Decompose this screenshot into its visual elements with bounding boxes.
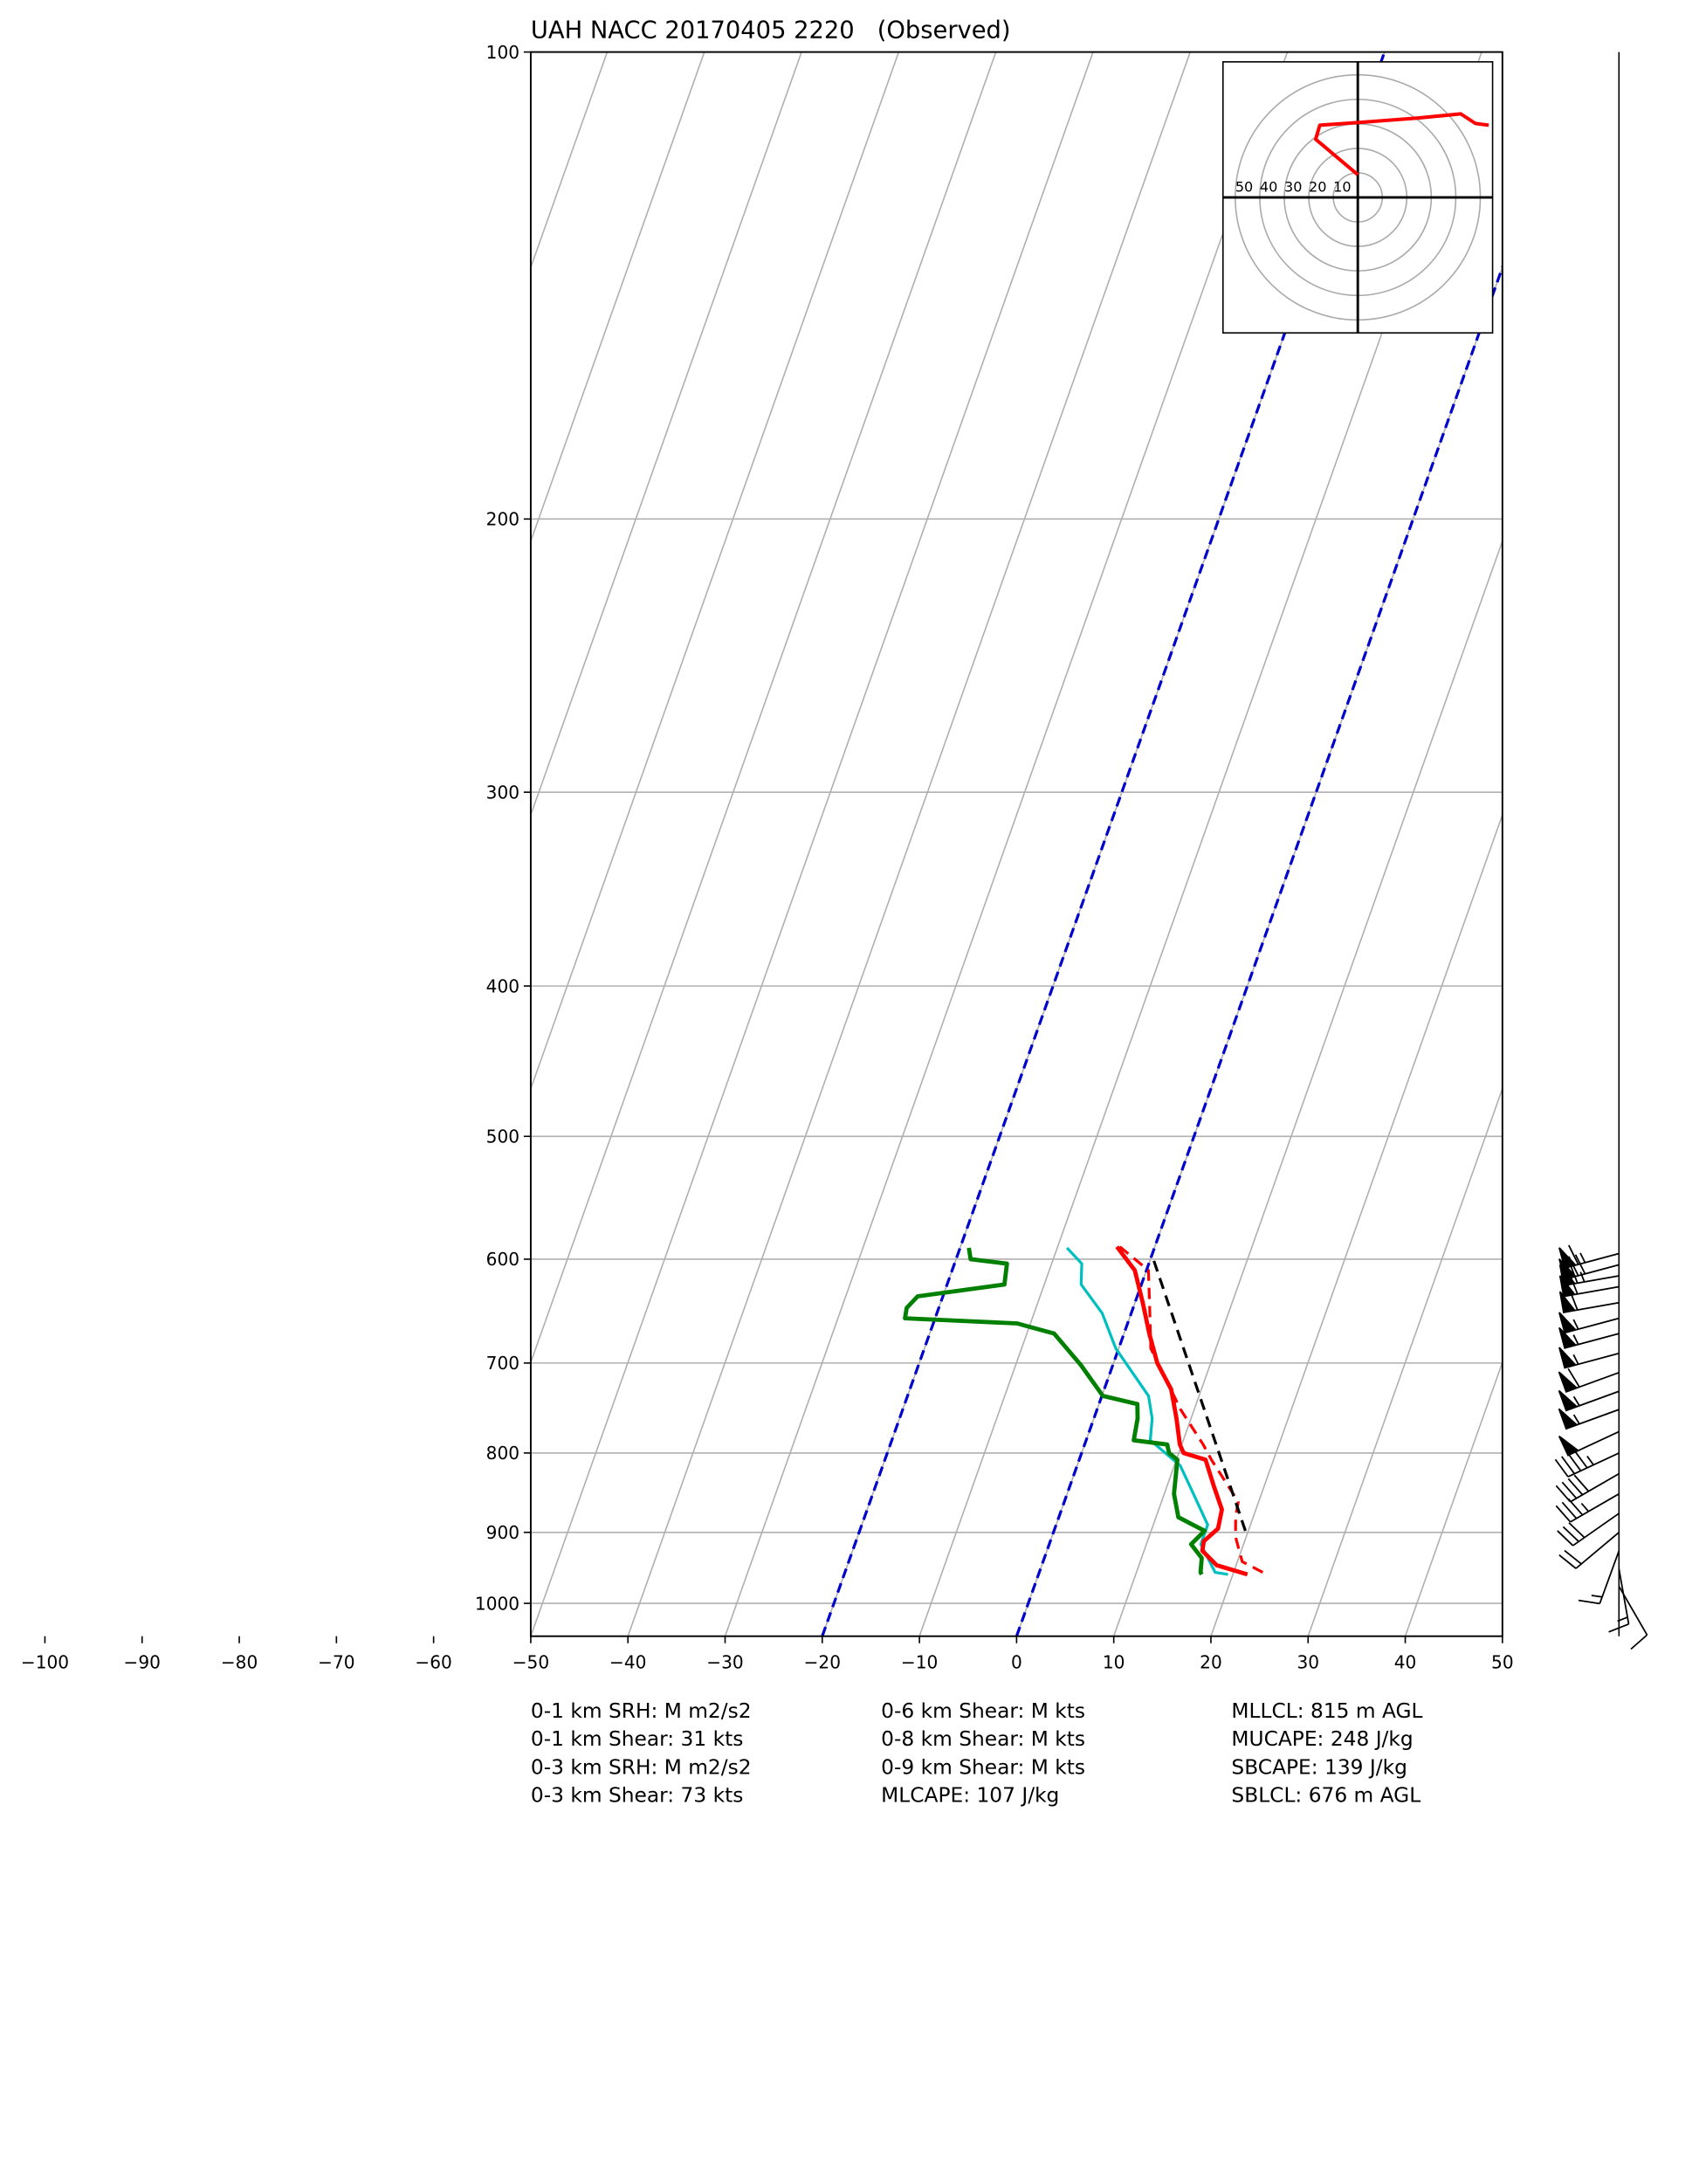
highlight-isotherm [821,52,1386,1636]
stat-text: 0-1 km SRH: M m2/s2 [531,1699,752,1723]
stat-text: MLLCL: 815 m AGL [1231,1699,1422,1723]
wind-barb [1558,1430,1620,1457]
wind-barb [1555,1472,1620,1503]
x-tick-label: 40 [1394,1652,1417,1673]
wind-barb [1618,1586,1648,1650]
stat-text: 0-3 km SRH: M m2/s2 [531,1755,752,1779]
y-tick-label: 200 [486,509,519,530]
x-tick-label: −90 [124,1652,161,1673]
wind-barb [1555,1492,1620,1523]
x-tick-label: −40 [609,1652,646,1673]
wind-barb [1558,1347,1620,1369]
isotherm [1307,1086,1503,1636]
hodograph [1222,61,1493,334]
stat-text: 0-1 km Shear: 31 kts [531,1727,743,1751]
y-tick-label: 700 [486,1353,519,1374]
stat-text: 0-9 km Shear: M kts [881,1755,1085,1779]
y-tick-label: 100 [486,42,519,63]
stat-text: 0-8 km Shear: M kts [881,1727,1085,1751]
wind-barb [1578,1550,1620,1605]
hodograph-ring-label: 20 [1309,179,1326,196]
profile-line [903,1247,1207,1576]
wind-barb [1608,1568,1630,1633]
y-tick-label: 900 [486,1522,519,1543]
x-tick-label: −60 [415,1652,451,1673]
stat-text: 0-3 km Shear: 73 kts [531,1783,743,1807]
y-tick-label: 300 [486,782,519,803]
isotherm [530,52,802,817]
stat-text: SBCAPE: 139 J/kg [1231,1755,1407,1779]
x-tick-label: −20 [804,1652,841,1673]
hodograph-labels: 10 20 30 40 50 [1235,179,1352,196]
y-tick-label: 500 [486,1126,519,1147]
profile-line [1118,1245,1264,1574]
stat-text: SBLCL: 676 m AGL [1231,1783,1420,1807]
wind-barb [1558,1389,1620,1412]
isotherm [530,52,705,544]
x-tick-label: −80 [221,1652,258,1673]
wind-barb [1558,1408,1620,1430]
x-tick-label: −70 [318,1652,354,1673]
hodograph-frame [1221,61,1494,334]
stat-text: MUCAPE: 248 J/kg [1231,1727,1413,1751]
y-tick-label: 400 [486,975,519,996]
isotherm [627,52,1191,1636]
hodograph-ring-label: 50 [1235,179,1253,196]
hodograph-ring-label: 40 [1260,179,1277,196]
wind-barb [1558,1326,1620,1349]
isotherm [530,52,1094,1636]
x-tick-label: −10 [901,1652,938,1673]
isotherm [1404,1360,1503,1636]
stat-text: 0-6 km Shear: M kts [881,1699,1085,1723]
isotherm [530,52,900,1092]
profile-line [1115,1245,1248,1577]
isotherm [1112,539,1503,1636]
x-tick-label: −30 [706,1652,743,1673]
hodograph-ring-label: 30 [1284,179,1302,196]
chart-title: UAH NACC 20170405 2220 (Observed) [531,17,1011,44]
profile-line [1152,1258,1247,1532]
highlight-isotherm [1015,263,1503,1636]
wind-barb [1558,1368,1620,1393]
wind-barb [1554,1450,1620,1478]
hodograph-line [1313,112,1489,176]
x-tick-label: −50 [512,1652,549,1673]
hodograph-ring-label: 10 [1333,179,1351,196]
y-tick-label: 800 [486,1443,519,1464]
stat-text: MLCAPE: 107 J/kg [881,1783,1059,1807]
wind-barb [1558,1273,1620,1298]
wind-barb [1558,1289,1620,1313]
x-tick-label: 10 [1103,1652,1125,1673]
isotherm [1210,812,1503,1636]
wind-barbs [1554,1244,1648,1650]
y-tick-label: 1000 [475,1593,519,1614]
x-tick-label: 20 [1200,1652,1222,1673]
wind-barb [1558,1312,1620,1334]
wind-barb [1558,1532,1620,1569]
isotherm [724,52,1289,1636]
wind-barb [1557,1512,1620,1547]
y-tick-label: 600 [486,1249,519,1270]
x-tick-label: 0 [1011,1652,1022,1673]
x-tick-label: −100 [21,1652,69,1673]
plot-area [530,52,1503,1636]
x-tick-label: 30 [1297,1652,1319,1673]
x-tick-label: 50 [1491,1652,1514,1673]
stats: 0-1 km SRH: M m2/s2 0-1 km Shear: 31 kts 0… [531,1699,1423,1807]
isotherm [530,52,997,1365]
